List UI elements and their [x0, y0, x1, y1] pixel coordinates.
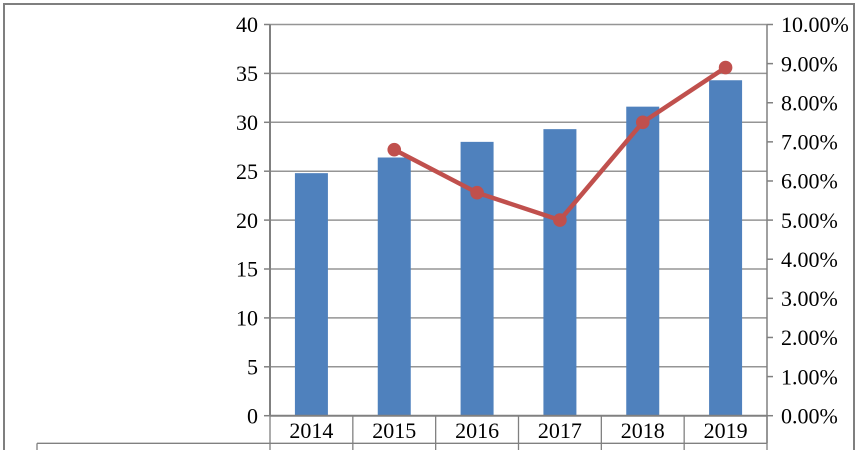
category-label-2016: 2016 [455, 418, 499, 443]
left-axis-tick-label: 35 [236, 61, 258, 86]
right-axis-tick-label: 10.00% [781, 12, 849, 37]
right-axis-tick-label: 4.00% [781, 247, 838, 272]
bar-2015 [377, 157, 411, 416]
bar-2018 [626, 106, 660, 416]
bar-2016 [460, 141, 494, 416]
bar-2014 [294, 173, 328, 416]
right-axis-tick-label: 6.00% [781, 169, 838, 194]
category-label-2017: 2017 [538, 418, 582, 443]
left-axis-tick-label: 25 [236, 159, 258, 184]
category-label-2018: 2018 [621, 418, 665, 443]
right-axis-tick-label: 0.00% [781, 403, 838, 428]
line-marker-2015 [387, 142, 402, 157]
right-axis-tick-label: 2.00% [781, 325, 838, 350]
left-axis-tick-label: 40 [236, 12, 258, 37]
line-marker-2017 [553, 213, 567, 227]
right-axis-tick-label: 3.00% [781, 286, 838, 311]
category-label-2014: 2014 [289, 418, 333, 443]
right-axis-tick-label: 5.00% [781, 208, 838, 233]
line-marker-2019 [718, 60, 733, 75]
left-axis-tick-label: 0 [247, 403, 258, 428]
left-axis-tick-label: 30 [236, 110, 258, 135]
left-axis-tick-label: 20 [236, 208, 258, 233]
right-axis-tick-label: 9.00% [781, 51, 838, 76]
outer-frame-border [3, 3, 855, 450]
left-axis-tick-label: 5 [247, 355, 258, 380]
right-axis-tick-label: 7.00% [781, 130, 838, 155]
line-marker-2018 [635, 115, 650, 130]
category-label-2015: 2015 [372, 418, 416, 443]
right-axis-tick-label: 8.00% [781, 90, 838, 115]
left-axis-tick-label: 15 [236, 257, 258, 282]
category-label-2019: 2019 [704, 418, 748, 443]
line-marker-2016 [470, 185, 484, 200]
bar-2019 [709, 80, 743, 416]
right-axis-tick-label: 1.00% [781, 364, 838, 389]
left-axis-tick-label: 10 [236, 306, 258, 331]
bar-2017 [543, 129, 577, 416]
